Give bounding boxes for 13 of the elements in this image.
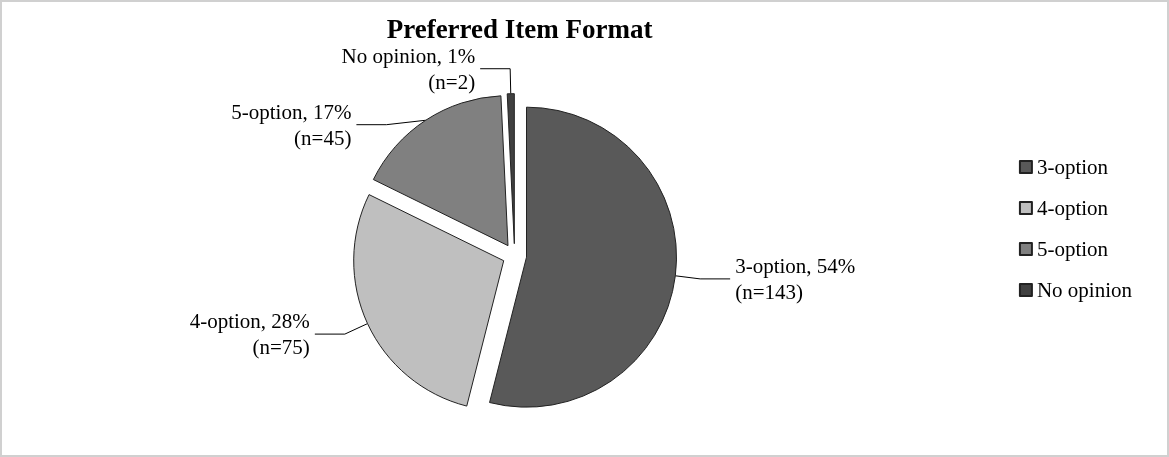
category-label: 4-option, 28% — [189, 309, 310, 334]
text: (n=45) — [294, 125, 352, 150]
category-label: 5-option, 17% — [231, 99, 352, 124]
category-label: 3-option, 54% — [735, 253, 856, 278]
legend-label: 4-option — [1036, 196, 1109, 220]
chart-title: Preferred Item Format — [386, 13, 653, 44]
text: (n=75) — [252, 335, 310, 360]
text: (n=143) — [735, 279, 803, 304]
legend-label: No opinion — [1036, 278, 1133, 302]
category-label: No opinion, 1% — [341, 43, 476, 68]
legend-label: 5-option — [1036, 237, 1109, 261]
legend-label: 3-option — [1036, 155, 1109, 179]
text: (n=2) — [428, 69, 476, 94]
